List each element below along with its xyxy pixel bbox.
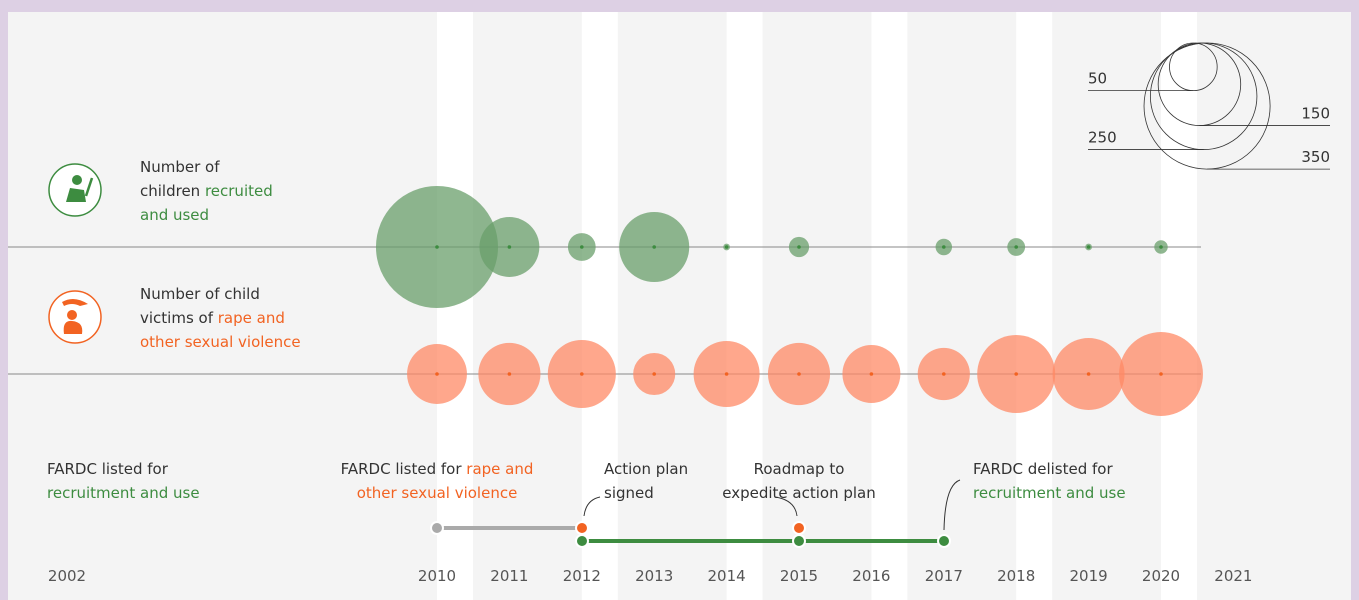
x-start-label: 2002 [48,567,86,585]
panel [8,12,1351,600]
label-line: expedite action plan [722,484,876,502]
bubble-center [580,245,584,249]
bubble-center [724,245,729,249]
pointer [943,479,961,531]
x-tick-label: 2010 [418,567,456,585]
label-text: recruitment and use [47,484,200,502]
x-tick-label: 2016 [852,567,890,585]
label-text: Number of child [140,285,260,303]
stripe [726,12,763,600]
label-text: other sexual violence [357,484,518,502]
bubble-center [652,372,656,376]
bubble-center [1086,372,1091,376]
icon-violence [48,290,102,344]
bubble-center [942,245,946,249]
label-line: other sexual violence [357,484,518,502]
label-text: FARDC delisted for [973,460,1113,478]
bubble-center [869,372,874,376]
label-text: victims of [140,309,218,327]
label-line: FARDC delisted for [973,460,1113,478]
label-text: Action plan [604,460,688,478]
bubble-center [1086,245,1091,249]
x-tick-label: 2018 [997,567,1035,585]
label-line: Number of [140,158,220,176]
label-line: Roadmap to [754,460,845,478]
x-tick-label: 2017 [925,567,963,585]
label-line: Action plan [604,460,688,478]
x-tick-label: 2021 [1214,567,1252,585]
bubble-center [435,245,439,249]
label-text: expedite action plan [722,484,876,502]
bubble-center [797,245,801,249]
label-text: rape and [218,309,285,327]
label-line: recruitment and use [47,484,200,502]
bubble-center [580,372,584,376]
bubble-center [942,372,946,376]
bubble-center [724,372,729,376]
pointer [774,496,798,517]
label-line: and used [140,206,209,224]
bubble-center [652,245,656,249]
label-text: and used [140,206,209,224]
stripe [1016,12,1053,600]
label-text: Number of [140,158,220,176]
size-legend-label: 50 [1088,70,1107,88]
x-tick-label: 2013 [635,567,673,585]
size-legend-label: 350 [1301,148,1330,166]
label-text: children [140,182,205,200]
bubble-center [1014,372,1018,376]
x-tick-label: 2014 [708,567,746,585]
label-line: Number of child [140,285,260,303]
x-tick-label: 2019 [1070,567,1108,585]
x-tick-label: 2015 [780,567,818,585]
x-tick-label: 2020 [1142,567,1180,585]
label-text: recruitment and use [973,484,1126,502]
bubble-center [797,372,801,376]
bubble-center [435,372,439,376]
bubble-center [507,372,512,376]
label-line: children recruited [140,182,273,200]
label-line: FARDC listed for rape and [341,460,534,478]
label-line: FARDC listed for [47,460,169,478]
x-tick-label: 2011 [490,567,528,585]
label-line: signed [604,484,654,502]
pointer [583,496,601,517]
label-text: rape and [466,460,533,478]
label-text: recruited [205,182,273,200]
label-line: recruitment and use [973,484,1126,502]
stripe [871,12,908,600]
icon-recruit [48,163,102,217]
label-text: FARDC listed for [47,460,169,478]
timeline-dots [430,521,951,548]
stripe [1161,12,1197,600]
size-legend-label: 150 [1301,105,1330,123]
bubble-center [1014,245,1018,249]
x-tick-label: 2012 [563,567,601,585]
bubble-center [1159,245,1163,249]
label-text: other sexual violence [140,333,301,351]
size-legend-label: 250 [1088,129,1117,147]
label-line: other sexual violence [140,333,301,351]
label-text: signed [604,484,654,502]
stripe [581,12,618,600]
bubble-center [1159,372,1163,376]
label-line: victims of rape and [140,309,285,327]
label-text: FARDC listed for [341,460,467,478]
label-text: Roadmap to [754,460,845,478]
bubble-center [507,245,512,249]
